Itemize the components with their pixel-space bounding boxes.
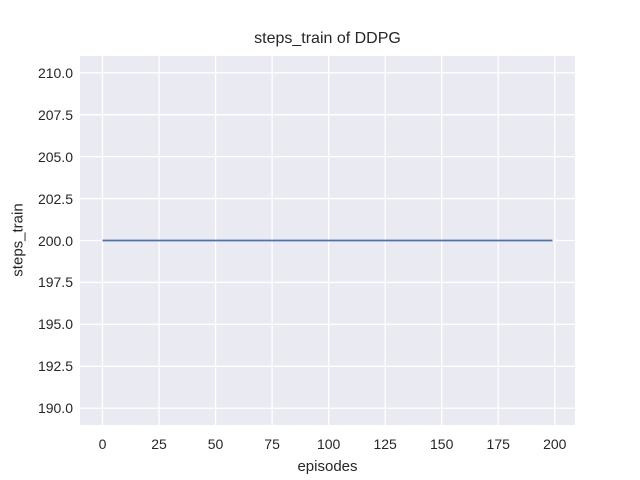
y-tick-label: 192.5	[37, 358, 73, 375]
y-tick-label: 210.0	[37, 64, 73, 81]
y-tick-label: 195.0	[37, 316, 73, 333]
y-tick-label: 197.5	[37, 274, 73, 291]
x-tick-label: 0	[98, 436, 107, 452]
y-tick-label: 200.0	[37, 232, 73, 249]
x-tick-label: 50	[207, 436, 224, 452]
x-tick-label: 150	[430, 436, 454, 452]
x-tick-label: 200	[543, 436, 567, 452]
chart-title: steps_train of DDPG	[254, 30, 401, 47]
y-tick-label: 207.5	[37, 106, 73, 123]
y-tick-label: 205.0	[37, 148, 73, 165]
x-tick-label: 125	[373, 436, 397, 452]
x-tick-label: 175	[486, 436, 510, 452]
x-tick-label: 25	[151, 436, 167, 452]
x-tick-label: 75	[264, 436, 280, 452]
y-tick-label: 190.0	[37, 400, 73, 417]
plot-area	[80, 56, 575, 425]
x-axis-label: episodes	[297, 458, 358, 475]
plot-canvas	[80, 56, 575, 425]
y-tick-label: 202.5	[37, 190, 73, 207]
x-tick-label: 100	[316, 436, 341, 452]
